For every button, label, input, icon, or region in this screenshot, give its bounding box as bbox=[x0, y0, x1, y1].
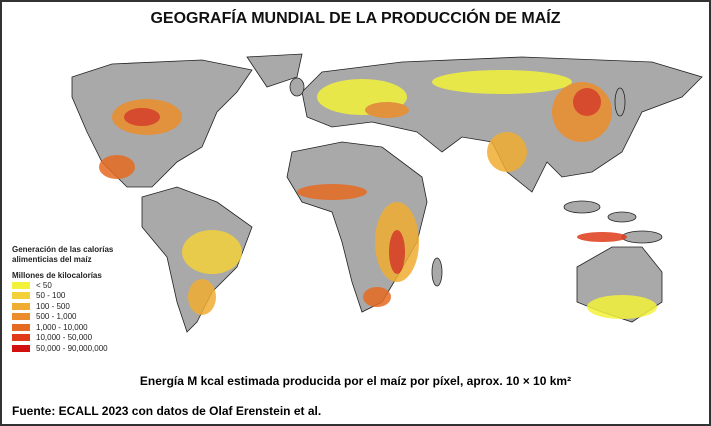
map-title: GEOGRAFÍA MUNDIAL DE LA PRODUCCIÓN DE MA… bbox=[150, 10, 561, 27]
legend-label: 50 - 100 bbox=[36, 291, 66, 301]
legend-swatch bbox=[12, 334, 30, 342]
legend-swatch bbox=[12, 323, 30, 331]
legend-items: < 50 50 - 100 100 - 500 500 - 1,000 1,000 - … bbox=[12, 280, 142, 354]
legend-swatch bbox=[12, 344, 30, 352]
legend-subtitle: Millones de kilocalorías bbox=[12, 271, 102, 280]
legend-swatch bbox=[12, 302, 30, 310]
world-map bbox=[71, 53, 703, 333]
legend-label: < 50 bbox=[36, 280, 52, 290]
legend-swatch bbox=[12, 292, 30, 300]
caption: Energía M kcal estimada producida por el… bbox=[139, 374, 572, 388]
legend-label: 100 - 500 bbox=[36, 301, 70, 311]
legend-title: Generación de las calorías alimenticias … bbox=[12, 245, 114, 264]
legend-label: 500 - 1,000 bbox=[36, 312, 77, 322]
legend-item: 10,000 - 50,000 bbox=[12, 333, 142, 344]
legend: Generación de las calorías alimenticias … bbox=[12, 245, 142, 354]
production-areas bbox=[99, 70, 657, 319]
legend-item: < 50 bbox=[12, 280, 142, 291]
legend-swatch bbox=[12, 281, 30, 289]
legend-label: 1,000 - 10,000 bbox=[36, 322, 88, 332]
legend-item: 1,000 - 10,000 bbox=[12, 322, 142, 333]
source: Fuente: ECALL 2023 con datos de Olaf Ere… bbox=[12, 404, 322, 418]
legend-label: 10,000 - 50,000 bbox=[36, 333, 93, 343]
legend-item: 500 - 1,000 bbox=[12, 312, 142, 323]
legend-label: 50,000 - 90,000,000 bbox=[36, 343, 108, 353]
legend-item: 50 - 100 bbox=[12, 291, 142, 302]
legend-item: 100 - 500 bbox=[12, 301, 142, 312]
legend-swatch bbox=[12, 313, 30, 321]
legend-item: 50,000 - 90,000,000 bbox=[12, 343, 142, 354]
